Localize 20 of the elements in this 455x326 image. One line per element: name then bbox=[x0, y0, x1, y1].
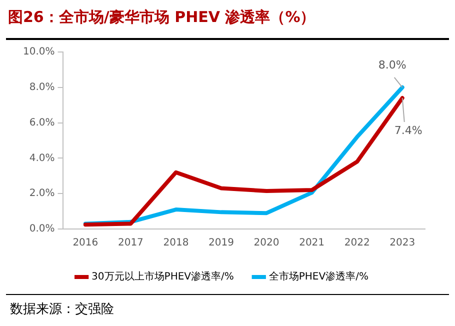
chart-title: 图26：全市场/豪华市场 PHEV 渗透率（%） bbox=[8, 8, 316, 27]
x-tick-label: 2020 bbox=[254, 238, 280, 249]
y-tick-label: 10.0% bbox=[22, 46, 55, 58]
y-tick-label: 4.0% bbox=[29, 152, 55, 164]
x-tick-label: 2016 bbox=[72, 238, 98, 249]
y-tick-label: 6.0% bbox=[29, 117, 55, 128]
x-tick-label: 2019 bbox=[208, 238, 234, 249]
y-tick-label: 8.0% bbox=[29, 82, 55, 93]
annotation: 8.0% bbox=[378, 58, 406, 72]
x-tick-label: 2018 bbox=[163, 238, 189, 249]
x-tick-label: 2021 bbox=[299, 238, 325, 249]
y-tick-label: 2.0% bbox=[29, 188, 55, 200]
legend-label: 全市场PHEV渗透率/% bbox=[268, 270, 368, 283]
annotation: 7.4% bbox=[394, 124, 422, 137]
legend-label: 30万元以上市场PHEV渗透率/% bbox=[92, 270, 234, 283]
x-tick-label: 2023 bbox=[390, 238, 416, 249]
y-tick-label: 0.0% bbox=[29, 224, 55, 235]
x-tick-label: 2017 bbox=[118, 238, 144, 249]
x-tick-label: 2022 bbox=[344, 238, 370, 249]
source-note: 数据来源：交强险 bbox=[10, 301, 114, 318]
